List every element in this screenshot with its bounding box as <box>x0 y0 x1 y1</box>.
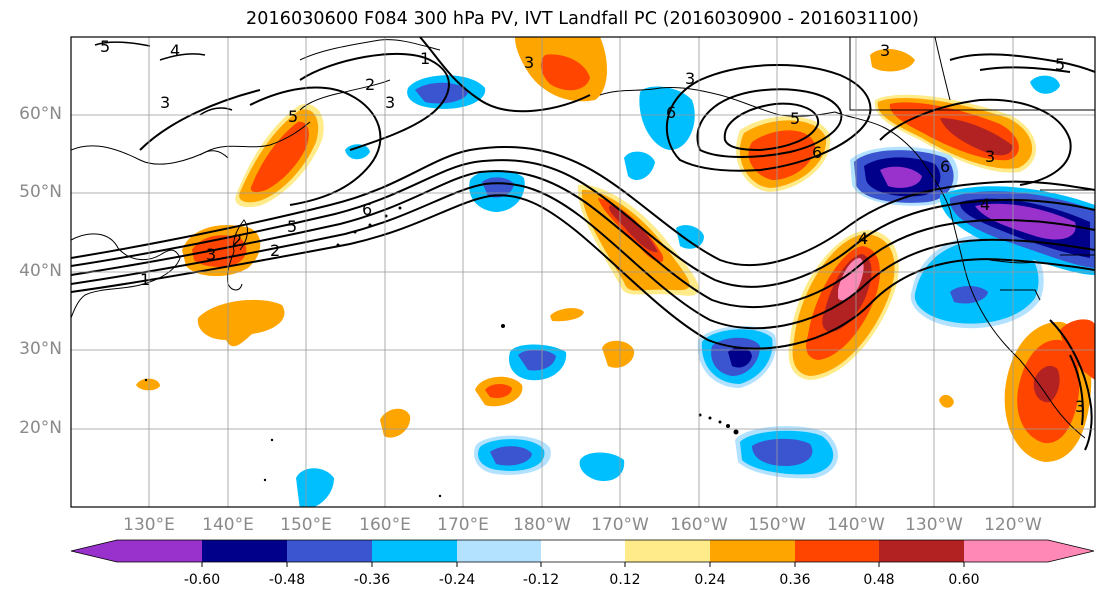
longitude-label: 140°W <box>827 515 885 535</box>
contour-label: 3 <box>160 93 170 112</box>
latitude-label: 20°N <box>19 418 62 438</box>
colorbar-segment <box>710 540 795 562</box>
contour-label: 3 <box>385 93 395 112</box>
colorbar-segment <box>117 540 202 562</box>
contour-label: 4 <box>980 195 990 214</box>
contour-label: 6 <box>666 103 676 122</box>
contour-label: 3 <box>985 147 995 166</box>
latitude-label: 40°N <box>19 261 62 281</box>
longitude-label: 170°E <box>437 515 489 535</box>
colorbar-segment <box>541 540 625 562</box>
longitude-label: 120°W <box>984 515 1042 535</box>
colorbar <box>70 539 1095 567</box>
longitude-label: 160°E <box>359 515 411 535</box>
longitude-label: 180°W <box>513 515 571 535</box>
contour-label: 3 <box>206 245 216 264</box>
colorbar-tick-label: -0.60 <box>183 572 221 588</box>
colorbar-extend-low <box>71 540 117 562</box>
colorbar-segment <box>625 540 710 562</box>
colorbar-tick-label: 0.48 <box>863 572 895 588</box>
colorbar-extend-high <box>1048 540 1094 562</box>
colorbar-tick-label: -0.48 <box>268 572 306 588</box>
contour-label: 6 <box>812 143 822 162</box>
longitude-label: 150°W <box>748 515 806 535</box>
colorbar-tick-label: 0.12 <box>609 572 641 588</box>
colorbar-segment <box>964 540 1048 562</box>
latitude-label: 60°N <box>19 104 62 124</box>
contour-label: 3 <box>685 69 695 88</box>
longitude-label: 160°W <box>670 515 728 535</box>
latitude-label: 50°N <box>19 182 62 202</box>
contour-label: 3 <box>880 41 890 60</box>
colorbar-segment <box>457 540 541 562</box>
contour-label: 5 <box>288 107 298 126</box>
colorbar-tick-label: -0.24 <box>438 572 476 588</box>
contour-label: 2 <box>232 231 242 250</box>
contour-label: 1 <box>140 270 150 289</box>
pv-contours-thin <box>94 41 233 116</box>
contour-label: 2 <box>270 241 280 260</box>
contour-labels: 5 4 3 2 1 6 5 3 2 3 3 5 6 6 3 4 6 3 4 3 … <box>100 37 1085 416</box>
contour-label: 2 <box>365 75 375 94</box>
longitude-label: 130°W <box>905 515 963 535</box>
contour-label: 6 <box>940 157 950 176</box>
contour-label: 3 <box>524 53 534 72</box>
map-frame <box>70 36 1096 508</box>
colorbar-segment <box>372 540 457 562</box>
contour-label: 4 <box>858 229 868 248</box>
longitude-label: 130°E <box>123 515 175 535</box>
longitude-label: 150°E <box>280 515 332 535</box>
map-title: 2016030600 F084 300 hPa PV, IVT Landfall… <box>246 9 919 29</box>
colorbar-tick-label: -0.12 <box>522 572 560 588</box>
contour-label: 5 <box>100 37 110 56</box>
contour-label: 5 <box>1055 55 1065 74</box>
coastlines <box>71 37 1095 439</box>
colorbar-tick-label: 0.60 <box>948 572 980 588</box>
colorbar-tick-label: 0.24 <box>694 572 726 588</box>
contour-label: 5 <box>790 109 800 128</box>
colorbar-tick-label: 0.36 <box>779 572 811 588</box>
contour-label: 1 <box>420 49 430 68</box>
graticule <box>71 37 1095 507</box>
contour-label: 6 <box>362 200 372 219</box>
longitude-label: 170°W <box>591 515 649 535</box>
contour-label: 5 <box>287 217 297 236</box>
colorbar-outline <box>70 539 1095 563</box>
pv-contours <box>71 37 1095 451</box>
colorbar-tick-label: -0.36 <box>353 572 391 588</box>
contour-label: 3 <box>1075 397 1085 416</box>
colorbar-segment <box>287 540 372 562</box>
contour-label: 4 <box>170 41 180 60</box>
latitude-label: 30°N <box>19 339 62 359</box>
colorbar-segment <box>795 540 879 562</box>
longitude-label: 140°E <box>202 515 254 535</box>
colorbar-segment <box>202 540 287 562</box>
colorbar-segment <box>879 540 964 562</box>
